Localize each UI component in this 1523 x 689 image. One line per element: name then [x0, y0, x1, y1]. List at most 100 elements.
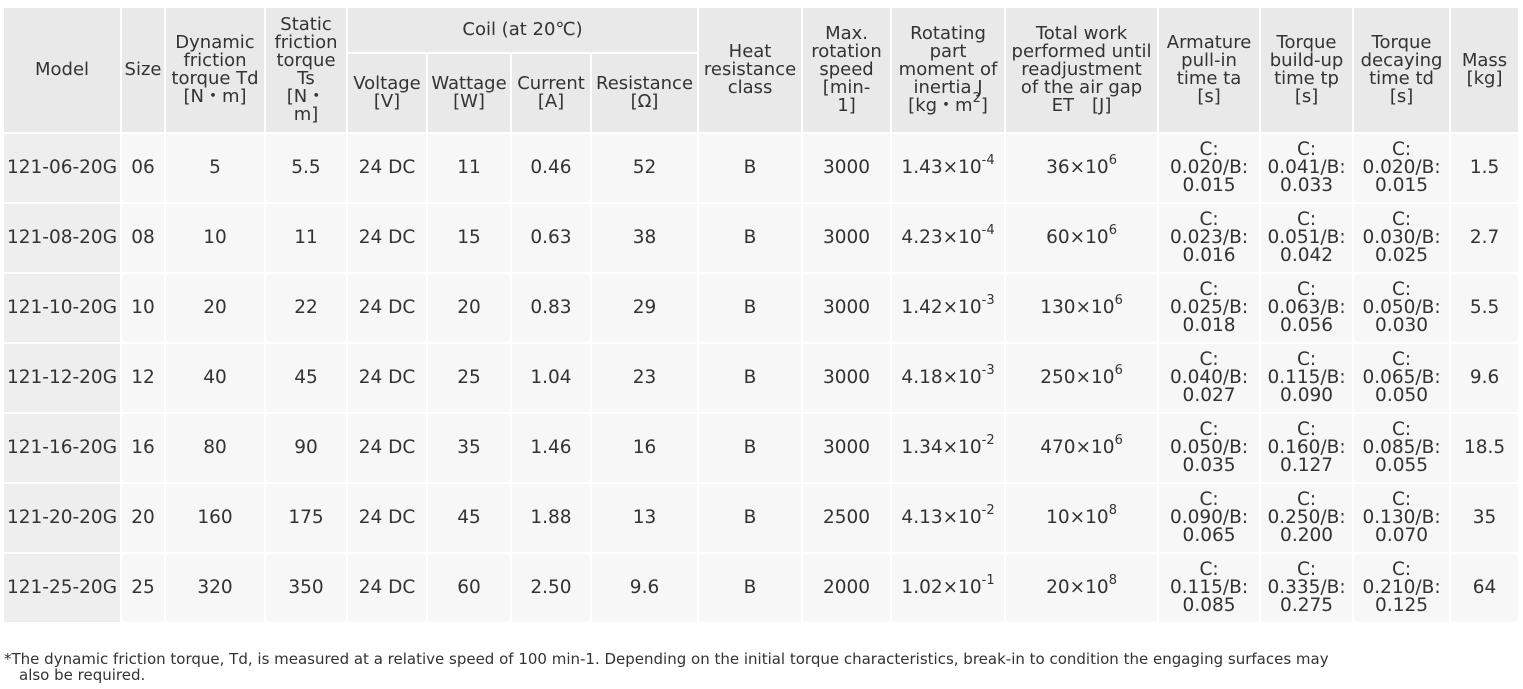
cell-voltage: 24 DC	[346, 552, 428, 624]
cell-inertia: 4.18×10-3	[890, 342, 1007, 414]
cell-tp: C: 0.115/B: 0.090	[1259, 342, 1355, 414]
cell-work: 36×106	[1004, 132, 1160, 204]
cell-static: 22	[264, 272, 348, 344]
cell-td: C: 0.065/B: 0.050	[1352, 342, 1452, 414]
cell-wattage: 35	[426, 412, 512, 484]
cell-mass: 64	[1449, 552, 1521, 624]
cell-voltage: 24 DC	[346, 482, 428, 554]
footnote-line-2: also be required.	[19, 666, 146, 684]
table-row: 121-10-20G 10 20 22 24 DC 20 0.83 29 B 3…	[2, 272, 1521, 344]
cell-speed: 3000	[801, 342, 893, 414]
cell-heat: B	[697, 202, 804, 274]
cell-dynamic: 10	[164, 202, 266, 274]
cell-current: 1.04	[510, 342, 592, 414]
cell-td: C: 0.130/B: 0.070	[1352, 482, 1452, 554]
cell-speed: 2500	[801, 482, 893, 554]
cell-resistance: 38	[589, 202, 700, 274]
cell-dynamic: 160	[164, 482, 266, 554]
cell-mass: 1.5	[1449, 132, 1521, 204]
cell-inertia: 1.42×10-3	[890, 272, 1007, 344]
cell-speed: 2000	[801, 552, 893, 624]
cell-speed: 3000	[801, 132, 893, 204]
header-mass: Mass [kg]	[1449, 6, 1521, 134]
cell-wattage: 20	[426, 272, 512, 344]
cell-voltage: 24 DC	[346, 412, 428, 484]
header-buildup-time: Torque build-up time tp [s]	[1259, 6, 1355, 134]
cell-heat: B	[697, 552, 804, 624]
cell-td: C: 0.210/B: 0.125	[1352, 552, 1452, 624]
table-row: 121-12-20G 12 40 45 24 DC 25 1.04 23 B 3…	[2, 342, 1521, 414]
cell-static: 11	[264, 202, 348, 274]
cell-inertia: 1.02×10-1	[890, 552, 1007, 624]
cell-work: 130×106	[1004, 272, 1160, 344]
cell-inertia: 1.34×10-2	[890, 412, 1007, 484]
cell-static: 45	[264, 342, 348, 414]
cell-heat: B	[697, 342, 804, 414]
header-coil-group: Coil (at 20℃)	[345, 6, 700, 54]
header-subrow: Voltage [V] Wattage [W] Current [A] Resista…	[3, 52, 1519, 134]
cell-work: 60×106	[1004, 202, 1160, 274]
cell-ta: C: 0.025/B: 0.018	[1157, 272, 1262, 344]
cell-td: C: 0.050/B: 0.030	[1352, 272, 1452, 344]
header-total-work: Total work performed until readjustment of …	[1004, 6, 1160, 134]
cell-voltage: 24 DC	[346, 272, 428, 344]
cell-size: 16	[120, 412, 166, 484]
header-wattage: Wattage [W]	[426, 52, 512, 134]
cell-heat: B	[697, 482, 804, 554]
cell-model: 121-12-20G	[2, 342, 122, 414]
header-max-speed: Max. rotation speed [min- 1]	[801, 6, 893, 134]
cell-resistance: 9.6	[589, 552, 700, 624]
cell-ta: C: 0.050/B: 0.035	[1157, 412, 1262, 484]
cell-static: 175	[264, 482, 348, 554]
header-voltage: Voltage [V]	[346, 52, 428, 134]
cell-inertia: 4.13×10-2	[890, 482, 1007, 554]
cell-dynamic: 320	[164, 552, 266, 624]
cell-td: C: 0.020/B: 0.015	[1352, 132, 1452, 204]
cell-ta: C: 0.020/B: 0.015	[1157, 132, 1262, 204]
cell-work: 10×108	[1004, 482, 1160, 554]
cell-size: 25	[120, 552, 166, 624]
cell-mass: 9.6	[1449, 342, 1521, 414]
cell-td: C: 0.085/B: 0.055	[1352, 412, 1452, 484]
cell-dynamic: 40	[164, 342, 266, 414]
cell-size: 20	[120, 482, 166, 554]
table-row: 121-25-20G 25 320 350 24 DC 60 2.50 9.6 …	[2, 552, 1521, 624]
header-static-torque: Static friction torque Ts [N・ m]	[264, 6, 348, 134]
cell-static: 5.5	[264, 132, 348, 204]
cell-dynamic: 80	[164, 412, 266, 484]
cell-heat: B	[697, 412, 804, 484]
cell-mass: 35	[1449, 482, 1521, 554]
cell-current: 0.46	[510, 132, 592, 204]
header-dynamic-torque: Dynamic friction torque Td [N・m]	[164, 6, 266, 134]
cell-work: 470×106	[1004, 412, 1160, 484]
cell-resistance: 23	[589, 342, 700, 414]
cell-td: C: 0.030/B: 0.025	[1352, 202, 1452, 274]
cell-voltage: 24 DC	[346, 342, 428, 414]
cell-inertia: 4.23×10-4	[890, 202, 1007, 274]
cell-heat: B	[697, 132, 804, 204]
cell-inertia: 1.43×10-4	[890, 132, 1007, 204]
header-resistance: Resistance [Ω]	[589, 52, 700, 134]
cell-tp: C: 0.160/B: 0.127	[1259, 412, 1355, 484]
cell-wattage: 15	[426, 202, 512, 274]
footnote: *The dynamic friction torque, Td, is mea…	[4, 651, 1504, 683]
cell-speed: 3000	[801, 272, 893, 344]
cell-tp: C: 0.051/B: 0.042	[1259, 202, 1355, 274]
footnote-line-1: *The dynamic friction torque, Td, is mea…	[4, 650, 1329, 668]
header-decaying-time: Torque decaying time td [s]	[1352, 6, 1452, 134]
cell-voltage: 24 DC	[346, 202, 428, 274]
cell-static: 90	[264, 412, 348, 484]
cell-dynamic: 5	[164, 132, 266, 204]
cell-ta: C: 0.090/B: 0.065	[1157, 482, 1262, 554]
cell-mass: 2.7	[1449, 202, 1521, 274]
cell-size: 12	[120, 342, 166, 414]
cell-model: 121-16-20G	[2, 412, 122, 484]
cell-resistance: 13	[589, 482, 700, 554]
cell-resistance: 29	[589, 272, 700, 344]
cell-wattage: 25	[426, 342, 512, 414]
cell-speed: 3000	[801, 412, 893, 484]
cell-wattage: 45	[426, 482, 512, 554]
cell-current: 0.83	[510, 272, 592, 344]
cell-resistance: 52	[589, 132, 700, 204]
cell-ta: C: 0.115/B: 0.085	[1157, 552, 1262, 624]
